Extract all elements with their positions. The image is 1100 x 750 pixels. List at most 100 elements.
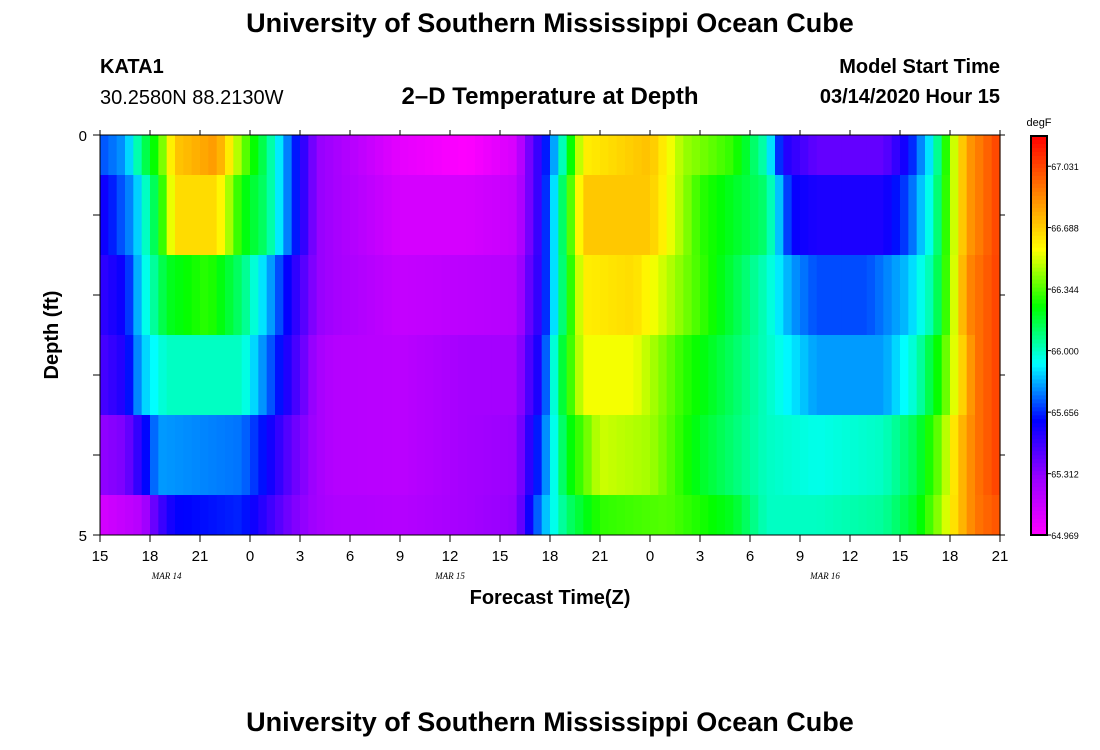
heatmap-cell xyxy=(116,415,126,495)
heatmap-cell xyxy=(250,255,259,335)
heatmap-cell xyxy=(141,415,151,495)
heatmap-cell xyxy=(333,335,343,415)
heatmap-cell xyxy=(866,335,876,415)
colorbar-segment xyxy=(1031,347,1047,353)
heatmap-cell xyxy=(591,255,601,335)
heatmap-cell xyxy=(716,175,726,255)
heatmap-cell xyxy=(191,175,201,255)
heatmap-cell xyxy=(850,495,859,535)
heatmap-cell xyxy=(775,135,784,175)
colorbar-segment xyxy=(1031,379,1047,384)
heatmap-cell xyxy=(991,135,1001,175)
heatmap-cell xyxy=(991,415,1001,495)
heatmap-cell xyxy=(333,135,343,175)
heatmap-cell xyxy=(158,495,168,535)
heatmap-cell xyxy=(625,255,634,335)
heatmap-cell xyxy=(500,335,509,415)
heatmap-cell xyxy=(683,335,693,415)
heatmap-cell xyxy=(383,335,393,415)
heatmap-cell xyxy=(275,415,284,495)
heatmap-cell xyxy=(358,175,368,255)
heatmap-cell xyxy=(108,255,118,335)
colorbar-tick-label: 66.000 xyxy=(1051,347,1079,357)
heatmap-cell xyxy=(733,175,743,255)
heatmap-cell xyxy=(358,415,368,495)
heatmap-cell xyxy=(633,135,643,175)
colorbar-segment xyxy=(1031,136,1047,141)
heatmap-cell xyxy=(816,495,826,535)
heatmap-cell xyxy=(583,335,593,415)
heatmap-cell xyxy=(466,175,476,255)
heatmap-cell xyxy=(983,415,993,495)
heatmap-cell xyxy=(208,135,218,175)
colorbar-segment xyxy=(1031,411,1047,416)
heatmap-cell xyxy=(333,495,343,535)
heatmap-cell xyxy=(758,175,768,255)
heatmap-cell xyxy=(508,335,518,415)
heatmap-cell xyxy=(300,255,309,335)
heatmap-cell xyxy=(766,175,776,255)
colorbar-segment xyxy=(1031,319,1047,325)
colorbar-segment xyxy=(1031,375,1047,380)
heatmap-cell xyxy=(175,175,184,255)
heatmap-cell xyxy=(325,495,334,535)
x-axis: 15 18 21 0 3 6 9 12 15 18 21 0 3 6 9 12 15 18 21 MAR 14 MAR … xyxy=(92,130,1008,581)
heatmap-cell xyxy=(158,175,168,255)
colorbar-segment xyxy=(1031,403,1047,408)
heatmap-cell xyxy=(516,335,526,415)
heatmap-cell xyxy=(116,495,126,535)
heatmap-cell xyxy=(350,255,359,335)
heatmap-cell xyxy=(800,335,809,415)
x-tick-label: 6 xyxy=(746,548,754,565)
heatmap-cell xyxy=(191,255,201,335)
heatmap-cell xyxy=(166,175,176,255)
date-label: MAR 16 xyxy=(809,571,840,581)
x-tick-label: 18 xyxy=(542,548,559,565)
colorbar-segment xyxy=(1031,499,1047,504)
heatmap-cell xyxy=(441,175,451,255)
heatmap-cell xyxy=(383,175,393,255)
heatmap-cell xyxy=(550,335,559,415)
x-tick-label: 0 xyxy=(246,548,254,565)
heatmap-cell xyxy=(341,175,351,255)
heatmap-cell xyxy=(758,255,768,335)
heatmap-cell xyxy=(416,335,426,415)
heatmap-cell xyxy=(966,415,976,495)
heatmap-cell xyxy=(200,335,209,415)
heatmap-cell xyxy=(100,415,109,495)
heatmap-cell xyxy=(391,175,401,255)
heatmap-cell xyxy=(400,415,409,495)
heatmap-cell xyxy=(291,175,301,255)
heatmap-cell xyxy=(900,135,909,175)
heatmap-cell xyxy=(366,175,376,255)
colorbar-segment xyxy=(1031,175,1047,181)
heatmap-cell xyxy=(675,135,684,175)
heatmap-cell xyxy=(750,175,759,255)
colorbar-segment xyxy=(1031,207,1047,213)
heatmap-cell xyxy=(958,175,968,255)
heatmap-cell xyxy=(150,495,159,535)
heatmap-cell xyxy=(416,175,426,255)
heatmap-cell xyxy=(616,135,626,175)
heatmap-cell xyxy=(266,415,276,495)
colorbar-segment xyxy=(1031,331,1047,337)
heatmap-cell xyxy=(758,415,768,495)
heatmap-cell xyxy=(316,495,326,535)
heatmap-cell xyxy=(625,135,634,175)
colorbar-segment xyxy=(1031,323,1047,329)
heatmap-cell xyxy=(400,255,409,335)
heatmap-cell xyxy=(350,415,359,495)
colorbar-segment xyxy=(1031,443,1047,448)
heatmap-cell xyxy=(400,495,409,535)
colorbar-segment xyxy=(1031,523,1047,528)
heatmap-cell xyxy=(491,495,501,535)
heatmap-cell xyxy=(800,175,809,255)
x-tick-label: 0 xyxy=(646,548,654,565)
heatmap-cell xyxy=(133,175,143,255)
heatmap-cell xyxy=(191,495,201,535)
colorbar-segment xyxy=(1031,395,1047,400)
heatmap-cell xyxy=(641,135,651,175)
heatmap-cell xyxy=(300,495,309,535)
colorbar-segment xyxy=(1031,219,1047,225)
heatmap-cell xyxy=(800,255,809,335)
